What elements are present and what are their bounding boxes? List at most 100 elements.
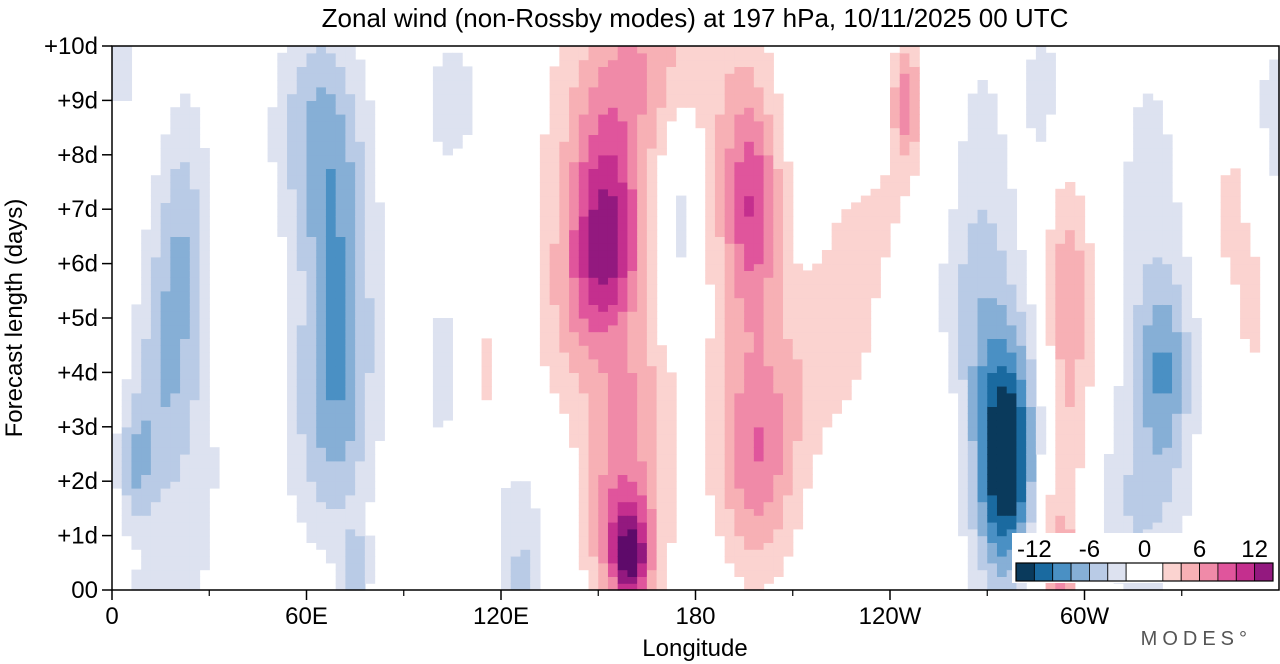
field-cell [714,290,726,299]
field-cell [783,372,794,380]
field-cell [763,188,774,197]
field-cell [364,311,376,319]
field-cell [996,304,1008,312]
field-cell [131,338,142,346]
field-cell [539,304,551,312]
field-cell [714,358,726,367]
field-cell [578,120,590,129]
field-cell [121,528,133,537]
field-cell [656,358,667,367]
field-cell [316,277,327,285]
field-cell [452,134,463,142]
field-cell [1103,501,1115,509]
field-cell [1055,488,1066,496]
field-cell [1006,583,1018,591]
field-cell [345,107,356,115]
field-cell [1065,481,1076,489]
field-cell [442,148,453,156]
field-cell [189,270,201,278]
field-cell [569,290,580,299]
field-cell [773,522,784,530]
field-cell [1162,508,1173,516]
field-cell [588,474,599,482]
field-cell [948,229,959,237]
field-cell [306,243,317,251]
field-cell [569,127,580,135]
field-cell [734,338,745,346]
field-cell [870,250,881,258]
field-cell [753,365,765,373]
field-cell [150,277,162,285]
field-cell [763,80,774,88]
field-cell [364,324,376,333]
field-cell [1249,297,1261,305]
field-cell [646,134,658,142]
field-cell [180,576,191,584]
field-cell [1026,379,1037,387]
field-cell [160,413,171,421]
field-cell [1055,474,1066,482]
field-cell [714,229,726,237]
field-cell [753,141,765,149]
field-cell [180,182,191,190]
field-cell [287,284,298,292]
field-cell [1103,508,1115,516]
field-cell [714,284,726,292]
field-cell [345,576,356,584]
field-cell [160,270,171,278]
field-cell [374,426,385,435]
field-cell [880,236,891,244]
field-cell [549,222,560,231]
field-cell [899,188,911,197]
field-cell [432,93,444,101]
field-cell [1074,460,1086,469]
field-cell [1016,440,1027,448]
field-cell [306,399,317,407]
field-cell [617,161,629,169]
field-cell [588,447,599,455]
field-cell [306,229,317,237]
field-cell [783,270,794,278]
field-cell [792,331,804,339]
field-cell [578,148,590,156]
field-cell [705,372,716,380]
field-cell [714,304,726,312]
field-cell [831,365,842,373]
field-cell [598,508,609,516]
field-cell [714,154,726,163]
field-cell [598,535,609,543]
field-cell [1162,460,1173,469]
field-cell [1006,447,1018,455]
field-cell [646,209,658,217]
field-cell [180,134,191,142]
field-cell [1065,583,1076,591]
field-cell [821,290,833,299]
field-cell [189,141,201,149]
field-cell [666,467,677,475]
field-cell [744,562,755,571]
field-cell [1123,161,1134,169]
field-cell [1045,297,1056,305]
field-cell [306,488,317,496]
field-cell [539,277,551,285]
field-cell [131,481,142,489]
field-cell [617,243,629,251]
field-cell [812,392,823,401]
field-cell [753,426,765,435]
field-cell [705,100,716,108]
field-cell [1123,454,1134,462]
field-cell [1133,379,1144,387]
field-cell [325,549,337,557]
field-cell [578,216,590,224]
field-cell [1181,352,1193,360]
field-cell [150,474,162,482]
field-cell [1045,528,1056,537]
field-cell [277,188,288,197]
field-cell [996,413,1008,421]
field-cell [335,250,346,258]
field-cell [1006,386,1018,394]
field-cell [452,80,463,88]
y-axis-title: Forecast length (days) [1,199,28,438]
field-cell [714,494,726,503]
field-cell [637,107,648,115]
